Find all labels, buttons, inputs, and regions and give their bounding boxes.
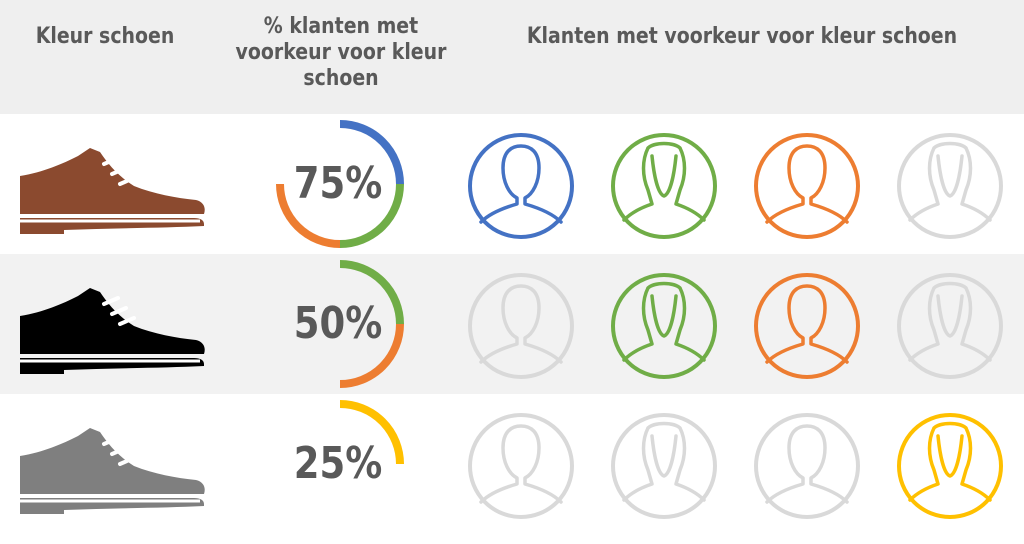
male-person-icon bbox=[465, 130, 577, 242]
percentage-label: 75% bbox=[293, 158, 383, 209]
shoe-icon bbox=[14, 142, 210, 234]
ring-segment bbox=[339, 260, 404, 325]
percentage-label: 25% bbox=[293, 438, 383, 489]
shoe-icon bbox=[14, 282, 210, 374]
header-percentage-line3: schoen bbox=[303, 66, 379, 91]
male-person-icon bbox=[465, 270, 577, 382]
female-person-icon bbox=[608, 410, 720, 522]
percentage-label: 50% bbox=[293, 298, 383, 349]
ring-segment bbox=[276, 183, 341, 248]
male-person-icon bbox=[751, 130, 863, 242]
ring-segment bbox=[339, 323, 404, 388]
header-kleur-schoen: Kleur schoen bbox=[35, 24, 175, 49]
header-percentage-line1: % klanten met bbox=[263, 14, 419, 39]
header-percentage: % klanten met voorkeur voor kleur schoen bbox=[230, 14, 452, 92]
female-person-icon bbox=[608, 270, 720, 382]
ring-segment bbox=[339, 400, 404, 465]
header-klanten: Klanten met voorkeur voor kleur schoen bbox=[526, 24, 958, 49]
female-person-icon bbox=[894, 130, 1006, 242]
male-person-icon bbox=[465, 410, 577, 522]
ring-segment bbox=[339, 120, 404, 185]
female-person-icon bbox=[894, 270, 1006, 382]
percentage-ring bbox=[270, 120, 410, 260]
percentage-ring bbox=[270, 400, 410, 540]
header-bar bbox=[0, 0, 1024, 114]
ring-segment bbox=[339, 183, 404, 248]
male-person-icon bbox=[751, 410, 863, 522]
male-person-icon bbox=[751, 270, 863, 382]
shoe-icon bbox=[14, 422, 210, 514]
header-percentage-line2: voorkeur voor kleur bbox=[235, 40, 447, 65]
percentage-ring bbox=[270, 260, 410, 400]
female-person-icon bbox=[894, 410, 1006, 522]
female-person-icon bbox=[608, 130, 720, 242]
